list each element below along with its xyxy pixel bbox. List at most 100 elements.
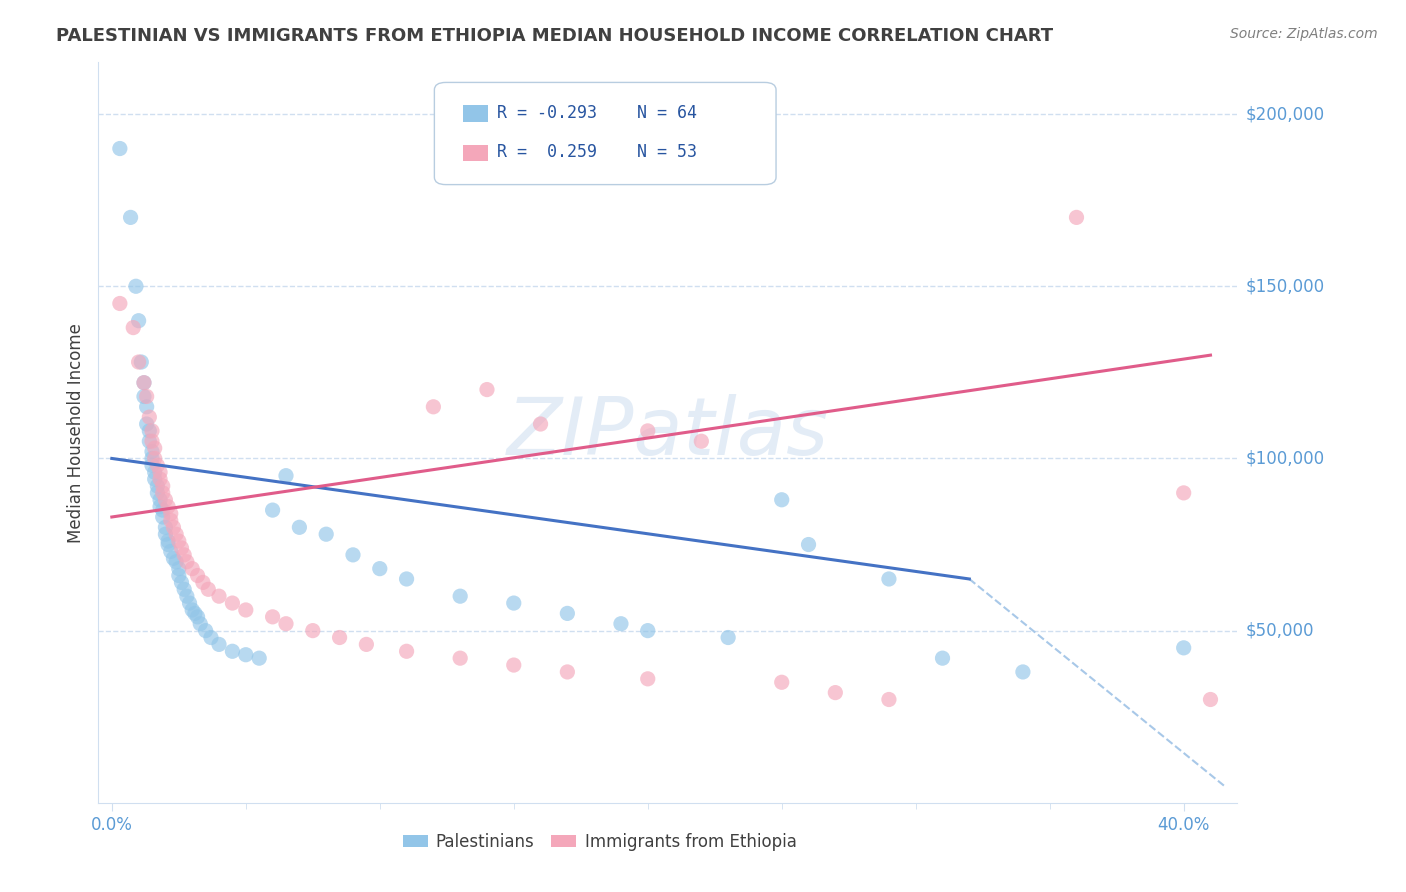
Point [184,607,207,621]
Point [529,417,551,431]
Point [173,548,195,562]
Point [129,355,152,369]
Point [931,651,953,665]
Point [221,596,243,610]
Point [770,492,793,507]
Point [155,520,177,534]
Point [449,651,471,665]
Point [135,417,157,431]
Point [610,616,633,631]
Point [162,520,184,534]
Point [125,279,148,293]
Point [637,624,659,638]
Point [162,551,184,566]
Point [301,624,323,638]
Point [167,561,190,575]
Point [138,424,160,438]
Point [247,651,270,665]
Point [368,561,391,575]
Text: $150,000: $150,000 [1246,277,1324,295]
Point [637,672,659,686]
Point [356,637,378,651]
Point [146,479,169,493]
Point [690,434,713,449]
Point [152,510,174,524]
Point [149,500,172,514]
Point [141,458,163,473]
Point [288,520,311,534]
Point [157,537,180,551]
Point [170,575,193,590]
Point [1173,640,1195,655]
Point [135,389,157,403]
Point [1066,211,1088,225]
Point [208,589,231,603]
Point [152,479,174,493]
Point [157,534,180,549]
Point [1173,486,1195,500]
Point [475,383,498,397]
Point [262,503,284,517]
Point [155,492,177,507]
Point [120,211,142,225]
Point [152,503,174,517]
Point [138,410,160,425]
Point [132,389,155,403]
Point [159,513,181,527]
Point [176,555,198,569]
Point [152,486,174,500]
Point [141,451,163,466]
Point [146,458,169,473]
Point [262,610,284,624]
Point [141,444,163,458]
Point [132,376,155,390]
Y-axis label: Median Household Income: Median Household Income [66,323,84,542]
Point [188,616,211,631]
Point [122,320,145,334]
Point [422,400,444,414]
Legend: Palestinians, Immigrants from Ethiopia: Palestinians, Immigrants from Ethiopia [396,826,803,857]
Point [132,376,155,390]
Point [557,665,579,679]
Point [176,589,198,603]
Point [1012,665,1035,679]
Point [877,692,900,706]
Point [1199,692,1222,706]
Text: ZIPatlas: ZIPatlas [506,393,830,472]
Point [200,631,222,645]
Point [108,296,131,310]
Point [146,486,169,500]
Point [395,644,418,658]
Point [342,548,364,562]
Point [181,603,204,617]
FancyBboxPatch shape [434,82,776,185]
FancyBboxPatch shape [463,145,488,161]
Point [194,624,217,638]
Text: R = -0.293    N = 64: R = -0.293 N = 64 [498,103,697,122]
Point [502,658,524,673]
Point [159,507,181,521]
Point [395,572,418,586]
Point [165,555,187,569]
Point [149,492,172,507]
Text: $100,000: $100,000 [1246,450,1324,467]
Point [274,616,297,631]
Point [149,472,172,486]
Point [235,603,257,617]
Point [274,468,297,483]
Point [159,544,181,558]
Text: R =  0.259    N = 53: R = 0.259 N = 53 [498,143,697,161]
Point [128,314,150,328]
Point [449,589,471,603]
Point [170,541,193,555]
Point [143,451,166,466]
Point [157,500,180,514]
Point [877,572,900,586]
Point [173,582,195,597]
Point [149,465,172,479]
Point [221,644,243,658]
Text: $200,000: $200,000 [1246,105,1324,123]
Point [141,434,163,449]
Point [315,527,337,541]
Point [187,610,209,624]
